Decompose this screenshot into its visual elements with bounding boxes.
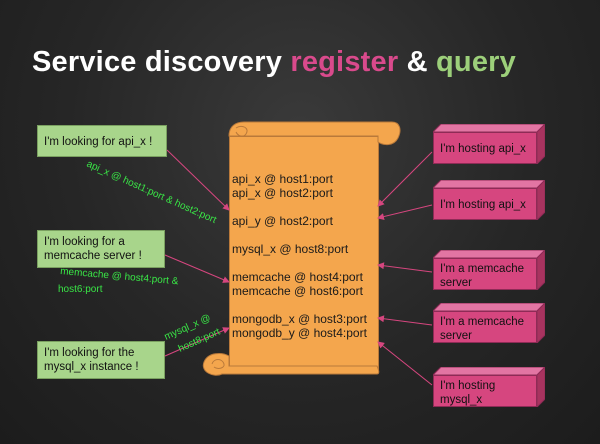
client-note-api: I'm looking for api_x !	[37, 125, 167, 157]
title-query: query	[436, 46, 516, 78]
registry-entry: api_y @ host2:port	[232, 214, 333, 228]
service-box-api-1: I'm hosting api_x	[433, 124, 545, 164]
service-label: I'm hosting mysql_x	[433, 375, 537, 407]
box-side-face	[537, 180, 545, 220]
box-side-face	[537, 250, 545, 290]
service-label: I'm hosting api_x	[433, 132, 537, 164]
service-label: I'm a memcache server	[433, 311, 537, 343]
registry-entry: memcache @ host6:port	[232, 284, 363, 298]
register-arrow-api-1	[377, 151, 433, 207]
scroll-bottom-curl	[202, 353, 380, 376]
registry-entry: mysql_x @ host8:port	[232, 242, 349, 256]
scroll-top-curl	[228, 121, 401, 146]
service-box-memcache-1: I'm a memcache server	[433, 250, 545, 290]
register-arrow-api-2	[377, 204, 433, 220]
registry-entry: mongodb_y @ host4:port	[232, 326, 367, 340]
registry-entry: api_x @ host2:port	[232, 186, 333, 200]
scroll-top-roll	[235, 125, 248, 137]
client-note-label: I'm looking for the mysql_x instance !	[44, 347, 139, 373]
query-arrow-mysql	[164, 327, 230, 357]
box-top-face	[433, 367, 545, 375]
title-part-3: &	[398, 46, 436, 78]
service-label: I'm hosting api_x	[433, 188, 537, 220]
service-box-mysql: I'm hosting mysql_x	[433, 367, 545, 407]
box-side-face	[537, 367, 545, 407]
client-note-label: I'm looking for a memcache server !	[44, 236, 142, 262]
registry-entry: memcache @ host4:port	[232, 270, 363, 284]
box-top-face	[433, 250, 545, 258]
box-side-face	[537, 303, 545, 343]
title-part-1: Service discovery	[32, 46, 291, 78]
client-note-mysql: I'm looking for the mysql_x instance !	[37, 341, 165, 379]
register-arrow-memcache-1	[377, 262, 433, 273]
slide-title: Service discovery register & query	[32, 46, 516, 79]
service-box-api-2: I'm hosting api_x	[433, 180, 545, 220]
box-top-face	[433, 124, 545, 132]
response-label-api: api_x @ host1:port & host2:port	[85, 159, 218, 226]
service-box-memcache-2: I'm a memcache server	[433, 303, 545, 343]
registry-entry: mongodb_x @ host3:port	[232, 312, 367, 326]
query-arrow-memcache	[164, 254, 230, 283]
box-top-face	[433, 180, 545, 188]
query-arrow-api	[166, 149, 230, 211]
service-label: I'm a memcache server	[433, 258, 537, 290]
scroll-bottom-roll	[211, 359, 225, 369]
client-note-memcache: I'm looking for a memcache server !	[37, 230, 165, 268]
register-arrow-memcache-2	[377, 315, 433, 326]
response-label-memcache-line2: host6:port	[58, 284, 103, 295]
box-side-face	[537, 124, 545, 164]
box-top-face	[433, 303, 545, 311]
register-arrow-mysql	[377, 341, 433, 386]
registry-entry: api_x @ host1:port	[232, 172, 333, 186]
registry-entries: api_x @ host1:port api_x @ host2:port ap…	[232, 172, 367, 340]
client-note-label: I'm looking for api_x !	[44, 136, 153, 148]
title-register: register	[290, 46, 399, 78]
